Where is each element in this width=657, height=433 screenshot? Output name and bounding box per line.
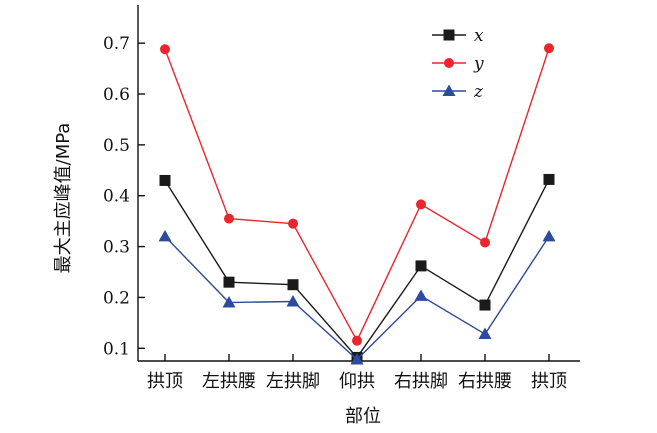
legend-item-z: z: [432, 82, 484, 102]
series-line-x: [164, 179, 550, 359]
series-x: [159, 173, 555, 363]
x-tick-label: 仰拱: [339, 371, 375, 392]
series-y: [160, 43, 554, 346]
data-point-z: [158, 229, 172, 242]
data-point-y: [544, 43, 554, 54]
y-axis-label: 最大主应峰值/MPa: [53, 123, 74, 274]
x-categories: 拱顶 左拱腰 左拱脚 仰拱 右拱脚 右拱腰 拱顶: [147, 354, 567, 392]
data-point-z: [478, 327, 492, 340]
y-tick-label: 0.7: [103, 34, 130, 54]
data-point-y: [288, 218, 298, 229]
data-point-z: [286, 294, 300, 307]
y-ticks: 0.1 0.2 0.3 0.4 0.5 0.6 0.7: [103, 34, 145, 359]
x-tick-label: 左拱脚: [266, 371, 320, 392]
x-tick-label: 左拱腰: [202, 371, 256, 392]
x-tick-label: 拱顶: [147, 371, 183, 392]
data-point-z: [542, 229, 556, 242]
legend-item-y: y: [432, 54, 484, 74]
series-group: [158, 43, 556, 365]
x-axis-label: 部位: [345, 406, 381, 427]
legend-marker: [444, 58, 454, 68]
x-tick-label: 右拱腰: [458, 371, 512, 392]
y-tick-label: 0.6: [103, 85, 130, 105]
legend-marker: [442, 84, 456, 96]
data-point-x: [543, 173, 555, 185]
data-point-z: [222, 296, 236, 308]
y-tick-label: 0.5: [103, 136, 130, 156]
data-point-x: [479, 299, 491, 311]
x-tick-label: 拱顶: [531, 371, 567, 392]
y-tick-label: 0.4: [103, 187, 130, 207]
data-point-y: [352, 335, 362, 346]
legend-label: x: [474, 26, 484, 46]
data-point-y: [416, 199, 426, 210]
data-point-x: [415, 260, 427, 272]
legend-label: z: [473, 82, 484, 102]
data-point-y: [160, 44, 170, 55]
y-tick-label: 0.1: [103, 339, 130, 359]
y-tick-label: 0.3: [103, 238, 130, 258]
series-z: [158, 229, 556, 365]
axes: [137, 5, 580, 362]
data-point-y: [224, 213, 234, 224]
legend-label: y: [473, 54, 484, 74]
y-tick-label: 0.2: [103, 288, 130, 308]
data-point-x: [287, 279, 299, 291]
data-point-y: [480, 237, 490, 248]
data-point-z: [414, 289, 428, 301]
legend-item-x: x: [432, 26, 484, 46]
x-tick-label: 右拱脚: [394, 371, 448, 392]
data-point-z: [350, 352, 364, 365]
legend-marker: [443, 29, 455, 41]
data-point-x: [223, 276, 235, 288]
legend: xyz: [432, 26, 484, 102]
data-point-x: [159, 174, 171, 186]
